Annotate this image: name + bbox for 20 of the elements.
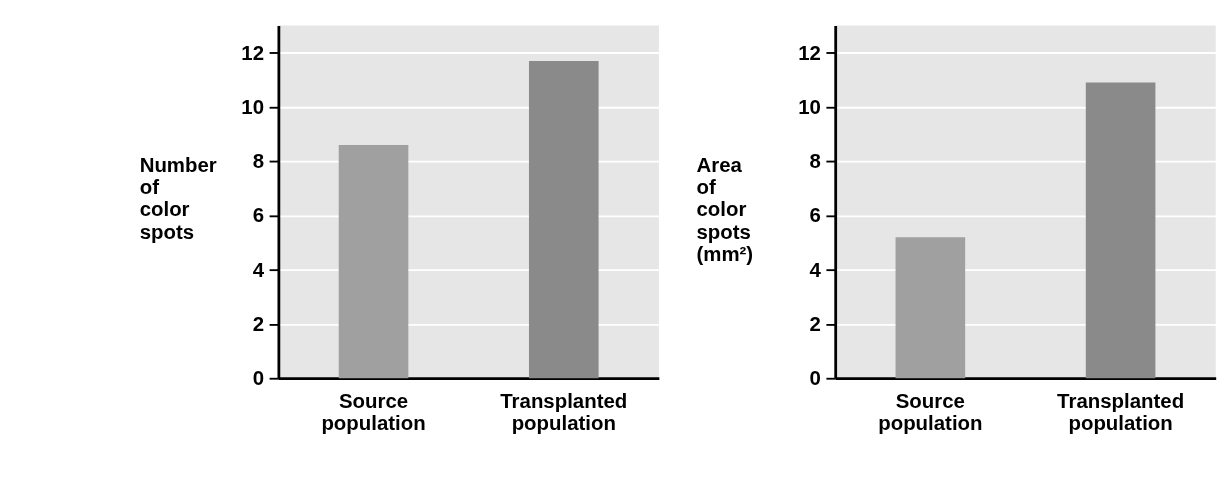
y-tick-label: 6 xyxy=(252,204,265,227)
x-tick-label: Source population xyxy=(878,389,983,434)
y-tick-label: 6 xyxy=(809,204,821,227)
y-axis-title: Area of color spots (mm²) xyxy=(696,153,754,265)
y-tick-label: 4 xyxy=(252,258,265,281)
y-tick-label: 10 xyxy=(241,95,265,118)
y-tick-label: 2 xyxy=(809,312,821,335)
x-tick-label: Transplanted population xyxy=(500,389,628,434)
x-tick-label: Source population xyxy=(321,389,426,434)
y-tick-label: 0 xyxy=(252,367,265,390)
y-tick-label: 8 xyxy=(252,150,265,173)
y-tick-label: 4 xyxy=(809,258,822,281)
x-tick-label: Transplanted population xyxy=(1057,389,1185,434)
y-tick-label: 10 xyxy=(798,95,821,118)
y-tick-label: 2 xyxy=(252,312,265,335)
y-tick-label: 12 xyxy=(798,41,821,64)
y-tick-label: 0 xyxy=(809,367,821,390)
y-axis-title: Number of color spots xyxy=(139,153,217,243)
y-tick-label: 8 xyxy=(809,150,821,173)
y-tick-label: 12 xyxy=(241,41,265,64)
